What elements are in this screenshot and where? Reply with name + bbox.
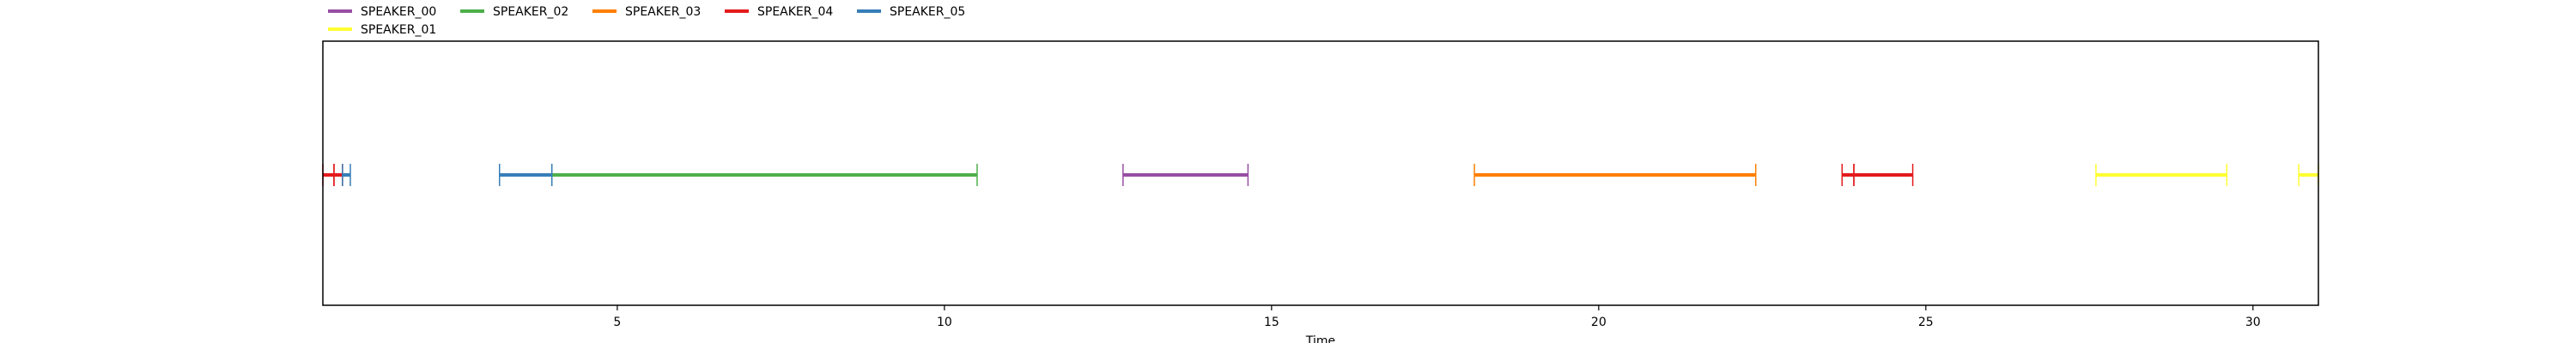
legend-item-speaker-03: SPEAKER_03	[592, 5, 701, 19]
plot-frame	[322, 40, 2319, 306]
segment-speaker-02-0	[550, 164, 978, 186]
legend-label: SPEAKER_03	[625, 5, 701, 19]
legend-item-speaker-04: SPEAKER_04	[725, 5, 833, 19]
segments-layer	[322, 164, 2319, 186]
segment-speaker-00-0	[1122, 164, 1249, 186]
segment-speaker-03-0	[1473, 164, 1757, 186]
segment-speaker-01-0	[2095, 164, 2228, 186]
segment-speaker-04-3	[1853, 164, 1914, 186]
legend-item-speaker-01: SPEAKER_01	[328, 23, 436, 37]
x-tick-label: 10	[937, 316, 952, 329]
segment-speaker-05-0	[342, 164, 351, 186]
x-tick-label: 20	[1591, 316, 1607, 329]
segment-speaker-01-1	[2298, 164, 2319, 186]
segment-speaker-04-0	[322, 164, 335, 186]
x-tick-label: 30	[2245, 316, 2261, 329]
legend: SPEAKER_00 SPEAKER_01 SPEAKER_02 SPEAKER_03…	[328, 5, 965, 37]
x-tick-label: 15	[1264, 316, 1279, 329]
legend-item-speaker-00: SPEAKER_00	[328, 5, 436, 19]
x-axis-label: Time	[1305, 334, 1335, 343]
legend-label: SPEAKER_00	[361, 5, 436, 19]
segment-speaker-05-1	[498, 164, 553, 186]
legend-label: SPEAKER_01	[361, 23, 436, 37]
segment-speaker-04-1	[333, 164, 343, 186]
x-axis: 5 10 15 20 25 30	[613, 305, 2261, 329]
legend-item-speaker-02: SPEAKER_02	[460, 5, 568, 19]
legend-label: SPEAKER_04	[757, 5, 833, 19]
x-tick-label: 5	[613, 316, 621, 329]
x-tick-label: 25	[1918, 316, 1934, 329]
segment-speaker-04-2	[1841, 164, 1855, 186]
legend-label: SPEAKER_05	[890, 5, 965, 19]
legend-item-speaker-05: SPEAKER_05	[857, 5, 965, 19]
legend-label: SPEAKER_02	[493, 5, 568, 19]
